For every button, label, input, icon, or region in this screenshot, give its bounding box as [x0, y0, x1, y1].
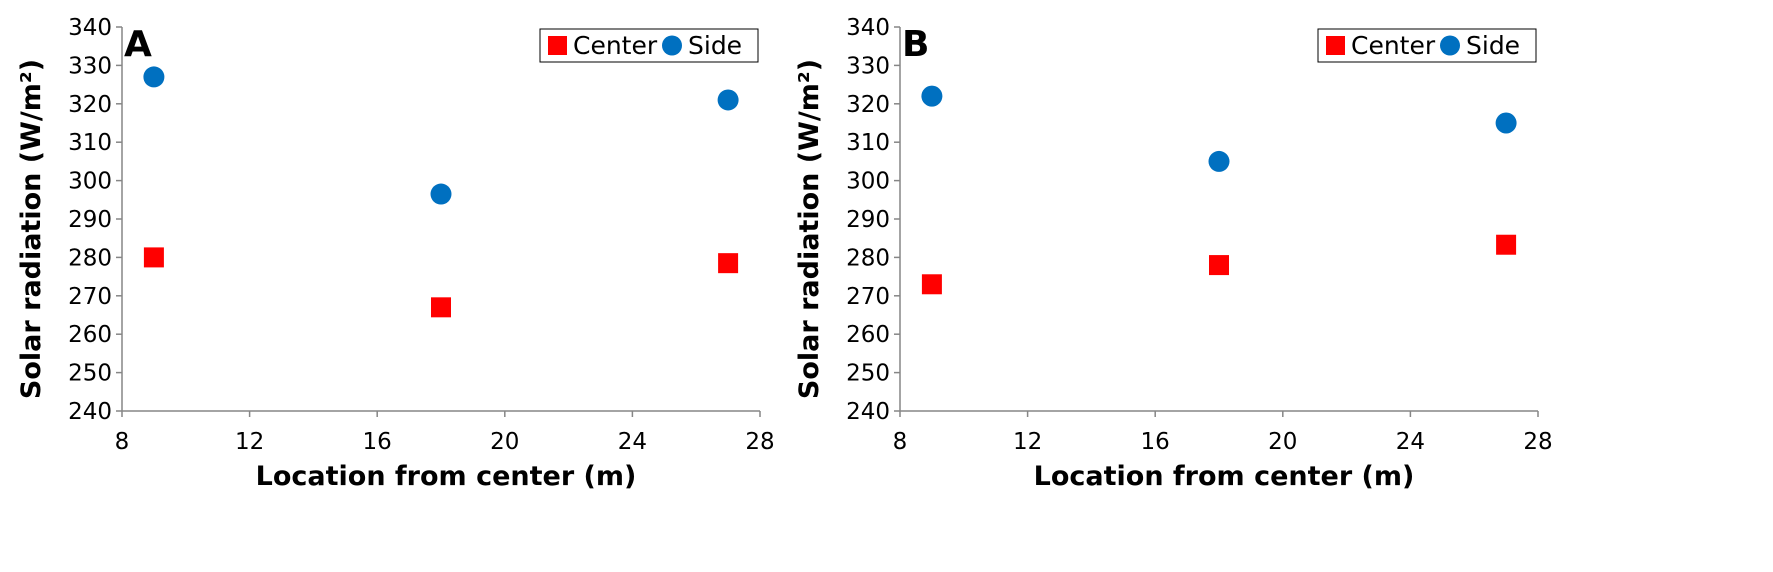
- legend-side-marker: [662, 35, 682, 56]
- legend-center-marker: [548, 36, 567, 55]
- side-point: [1495, 112, 1517, 134]
- side-point: [430, 183, 452, 205]
- center-point: [143, 247, 164, 268]
- legend-center-label: Center: [1351, 31, 1436, 60]
- chart-panel-a: 240 250 260 270 280 290 300 310 320 330 340 8 12 16 20…: [16, 15, 775, 492]
- x-tick-label: 20: [490, 429, 519, 455]
- panel-label: A: [124, 24, 152, 65]
- x-tick-label: 28: [745, 429, 774, 455]
- x-tick-label: 16: [363, 429, 392, 455]
- y-tick-label: 300: [846, 169, 890, 195]
- y-tick-label: 270: [846, 284, 890, 310]
- y-tick-label: 260: [68, 322, 112, 348]
- y-tick-label: 290: [68, 207, 112, 233]
- y-tick-label: 300: [68, 169, 112, 195]
- center-point: [1209, 255, 1229, 276]
- y-tick-label: 290: [846, 207, 890, 233]
- y-tick-label: 340: [846, 15, 890, 41]
- x-tick-label: 8: [115, 429, 130, 455]
- legend-side-label: Side: [688, 31, 742, 60]
- side-point: [921, 85, 943, 107]
- y-axis-title: Solar radiation (W/m²): [794, 59, 825, 399]
- legend-center-marker: [1326, 36, 1345, 55]
- legend: Center Side: [539, 28, 759, 63]
- x-tick-label: 28: [1523, 429, 1552, 455]
- y-tick-label: 260: [846, 322, 890, 348]
- y-tick-label: 310: [68, 130, 112, 156]
- y-tick-label: 340: [68, 15, 112, 41]
- y-axis-title: Solar radiation (W/m²): [16, 59, 47, 399]
- y-tick-label: 250: [846, 361, 890, 387]
- side-point: [717, 89, 739, 111]
- chart-panel-b: 240 250 260 270 280 290 300 310 320 330 340 8 12 16 20…: [794, 15, 1553, 492]
- panel-label: B: [902, 24, 929, 65]
- x-tick-label: 12: [1013, 429, 1042, 455]
- x-tick-label: 24: [618, 429, 647, 455]
- center-point: [431, 297, 451, 318]
- x-tick-label: 16: [1141, 429, 1170, 455]
- y-tick-label: 320: [846, 92, 890, 118]
- side-point: [1208, 150, 1230, 172]
- x-tick-label: 20: [1268, 429, 1297, 455]
- y-tick-label: 330: [846, 53, 890, 79]
- legend-box: [1317, 28, 1537, 63]
- side-point: [143, 66, 165, 88]
- x-tick-label: 8: [893, 429, 908, 455]
- center-point: [718, 253, 739, 274]
- x-axis-title: Location from center (m): [256, 461, 637, 492]
- x-tick-label: 12: [235, 429, 264, 455]
- y-tick-label: 280: [846, 245, 890, 271]
- legend-box: [539, 28, 759, 63]
- legend-side-marker: [1440, 35, 1460, 56]
- y-tick-label: 240: [68, 399, 112, 425]
- y-tick-label: 250: [68, 361, 112, 387]
- center-point: [921, 274, 942, 295]
- y-tick-label: 280: [68, 245, 112, 271]
- y-tick-label: 270: [68, 284, 112, 310]
- legend: Center Side: [1317, 28, 1537, 63]
- y-tick-label: 240: [846, 399, 890, 425]
- y-tick-label: 310: [846, 130, 890, 156]
- legend-side-label: Side: [1466, 31, 1520, 60]
- y-tick-label: 330: [68, 53, 112, 79]
- x-axis-title: Location from center (m): [1034, 461, 1415, 492]
- y-tick-label: 320: [68, 92, 112, 118]
- legend-center-label: Center: [573, 31, 658, 60]
- x-tick-label: 24: [1396, 429, 1425, 455]
- center-point: [1496, 234, 1517, 255]
